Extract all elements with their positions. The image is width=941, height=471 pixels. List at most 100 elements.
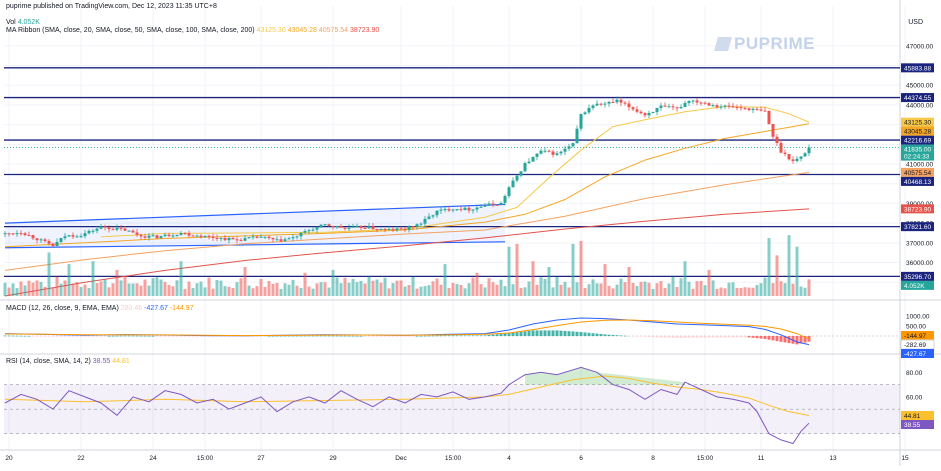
candle-body xyxy=(587,107,591,113)
macd-histogram-bar xyxy=(275,335,279,337)
candle-body xyxy=(331,226,335,228)
macd-histogram-bar xyxy=(639,336,643,337)
candle-body xyxy=(151,235,155,237)
macd-histogram-bar xyxy=(31,336,35,337)
volume-bar xyxy=(99,281,103,296)
macd-histogram-bar xyxy=(91,336,95,337)
price-label-text: 35296.70 xyxy=(904,274,931,281)
macd-histogram-bar xyxy=(479,335,483,337)
candle-body xyxy=(499,202,503,206)
volume-bar xyxy=(807,279,811,296)
price-label-box xyxy=(901,151,934,161)
volume-bar xyxy=(35,280,39,296)
macd-histogram-bar xyxy=(519,331,523,336)
candle-body xyxy=(511,180,515,188)
volume-bar xyxy=(243,267,247,296)
candle-body xyxy=(443,208,447,210)
macd-histogram-bar xyxy=(595,333,599,336)
candle-body xyxy=(763,110,767,112)
volume-bar xyxy=(263,286,267,296)
price-label-box xyxy=(901,176,934,186)
macd-histogram-bar xyxy=(467,335,471,337)
candle-body xyxy=(635,109,639,112)
candle-body xyxy=(551,151,555,155)
candle-body xyxy=(495,204,499,206)
volume-bar xyxy=(627,267,631,296)
candle-body xyxy=(35,238,39,241)
volume-bar xyxy=(467,283,471,296)
volume-bar xyxy=(223,286,227,296)
candle-body xyxy=(107,227,111,230)
macd-histogram-bar xyxy=(587,332,591,336)
macd-histogram-bar xyxy=(531,330,535,336)
macd-histogram-bar xyxy=(719,336,723,338)
macd-legend: MACD (12, 26, close, 9, EMA, EMA) 280.46… xyxy=(6,305,194,312)
macd-histogram-bar xyxy=(115,335,119,337)
rsi-line-value: 38.55 xyxy=(92,358,111,365)
volume-bar xyxy=(399,280,403,296)
volume-bar xyxy=(607,285,611,296)
volume-bar xyxy=(203,287,207,296)
macd-histogram-bar xyxy=(391,336,395,337)
volume-bar xyxy=(507,246,511,296)
macd-histogram-bar xyxy=(287,335,291,337)
volume-bar xyxy=(155,277,159,296)
macd-histogram-bar xyxy=(631,336,635,337)
macd-histogram-bar xyxy=(231,336,235,337)
macd-histogram-bar xyxy=(487,335,491,336)
macd-histogram-bar xyxy=(191,336,195,337)
candle-body xyxy=(339,225,343,228)
price-label-text: 40575.54 xyxy=(904,170,931,177)
candle-body xyxy=(359,225,363,229)
macd-histogram-bar xyxy=(35,336,39,337)
volume-bar xyxy=(159,279,163,296)
volume-bar xyxy=(7,287,11,296)
macd-histogram-bar xyxy=(795,336,799,345)
time-axis-tick: 6 xyxy=(579,455,583,462)
candle-body xyxy=(175,234,179,236)
candle-body xyxy=(375,229,379,231)
candle-body xyxy=(155,235,159,239)
candle-body xyxy=(687,101,691,104)
macd-label-box xyxy=(901,349,934,358)
time-axis-tick: 22 xyxy=(77,455,85,462)
candle-body xyxy=(55,241,59,247)
candle-body xyxy=(351,226,355,228)
candle-body xyxy=(231,237,235,240)
candle-body xyxy=(47,241,51,244)
volume-bar xyxy=(479,284,483,296)
volume-bar xyxy=(63,280,67,296)
price-label-text: 37821.60 xyxy=(904,224,931,231)
price-axis-tick: 44000.00 xyxy=(906,102,933,109)
macd-histogram-bar xyxy=(459,335,463,337)
macd-histogram-bar xyxy=(723,336,727,338)
volume-bar xyxy=(659,281,663,296)
macd-histogram-bar xyxy=(683,336,687,338)
candle-body xyxy=(243,238,247,241)
macd-histogram-bar xyxy=(335,335,339,337)
volume-bar xyxy=(475,272,479,296)
candle-body xyxy=(255,236,259,238)
candle-body xyxy=(699,102,703,104)
volume-bar xyxy=(727,282,731,296)
volume-bar xyxy=(163,281,167,296)
candle-body xyxy=(507,187,511,197)
volume-bar xyxy=(411,276,415,296)
candle-body xyxy=(395,228,399,231)
candle-body xyxy=(43,239,47,242)
rsi-ma-value: 44.81 xyxy=(112,358,130,365)
macd-histogram-bar xyxy=(67,336,71,337)
volume-bar xyxy=(795,246,799,296)
volume-bar xyxy=(747,287,751,296)
price-axis-tick: 36000.00 xyxy=(906,260,933,267)
volume-bar xyxy=(539,277,543,296)
volume-bar xyxy=(355,282,359,296)
volume-bar xyxy=(175,280,179,296)
macd-label-text: -282.69 xyxy=(904,342,926,349)
macd-histogram-bar xyxy=(503,333,507,336)
macd-histogram-bar xyxy=(55,336,59,337)
macd-histogram-bar xyxy=(427,335,431,337)
time-axis-tick: 20 xyxy=(5,455,13,462)
candle-body xyxy=(271,238,275,240)
